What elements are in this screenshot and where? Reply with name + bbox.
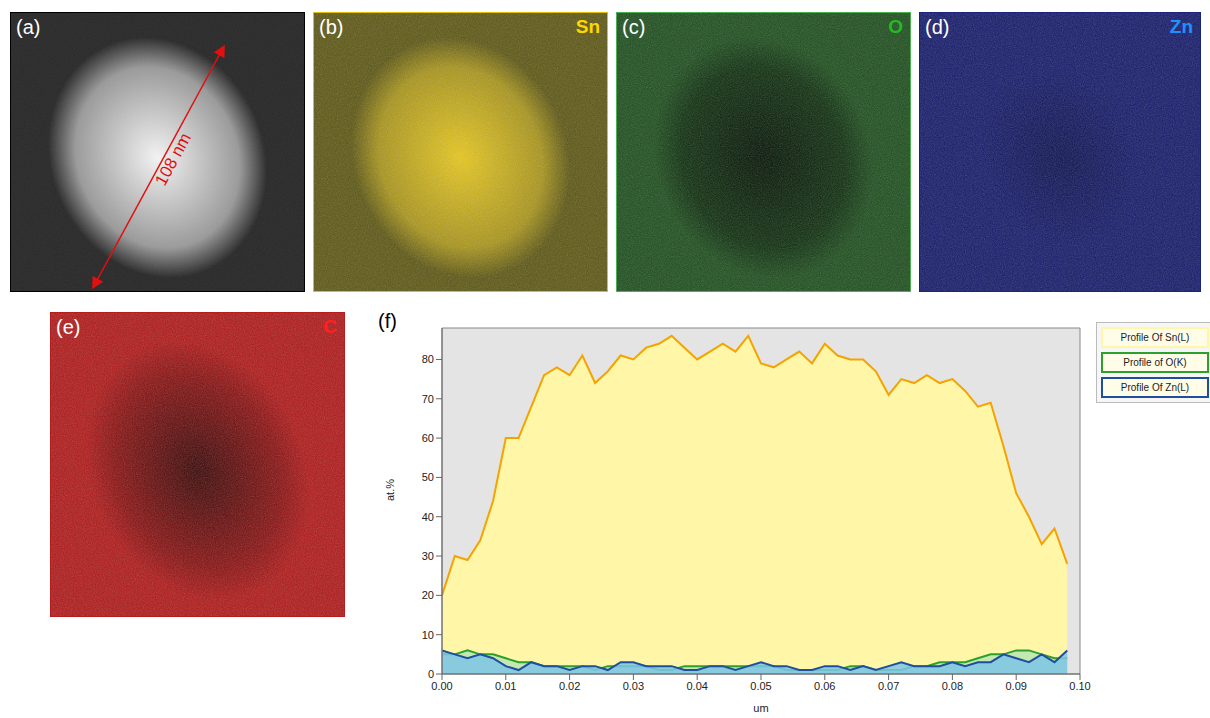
html-text:(d): (d) xyxy=(925,16,950,38)
svg-text:0.01: 0.01 xyxy=(495,680,516,692)
svg-text:0.06: 0.06 xyxy=(814,680,835,692)
html-text:Zn: Zn xyxy=(1169,16,1193,37)
html-text:(a): (a) xyxy=(16,16,41,38)
svg-text:0: 0 xyxy=(428,668,434,680)
svg-text:0.09: 0.09 xyxy=(1005,680,1026,692)
svg-text:um: um xyxy=(753,702,768,714)
svg-text:80: 80 xyxy=(422,353,434,365)
svg-text:40: 40 xyxy=(422,511,434,523)
html-text:Sn: Sn xyxy=(575,16,600,37)
html-text:Profile Of Zn(L): Profile Of Zn(L) xyxy=(1120,382,1190,393)
svg-text:0.02: 0.02 xyxy=(559,680,580,692)
svg-text:0.04: 0.04 xyxy=(686,680,707,692)
svg-text:108 nm: 108 nm xyxy=(151,130,195,189)
svg-text:0.07: 0.07 xyxy=(878,680,899,692)
html-text:Profile of O(K): Profile of O(K) xyxy=(1123,357,1187,368)
svg-text:30: 30 xyxy=(422,550,434,562)
svg-text:0.05: 0.05 xyxy=(750,680,771,692)
svg-text:0.03: 0.03 xyxy=(623,680,644,692)
html-text:(c): (c) xyxy=(622,16,646,38)
html-text:C: C xyxy=(323,316,337,337)
svg-text:at.%: at.% xyxy=(384,479,396,501)
svg-text:0.00: 0.00 xyxy=(431,680,452,692)
html-text:(e): (e) xyxy=(56,316,81,338)
svg-text:20: 20 xyxy=(422,589,434,601)
svg-text:0.10: 0.10 xyxy=(1069,680,1090,692)
html-text:(b): (b) xyxy=(319,16,344,38)
svg-text:0.08: 0.08 xyxy=(942,680,963,692)
svg-text:10: 10 xyxy=(422,629,434,641)
html-text:Profile Of Sn(L): Profile Of Sn(L) xyxy=(1120,332,1190,343)
html-text:O: O xyxy=(888,16,903,37)
svg-text:60: 60 xyxy=(422,432,434,444)
svg-text:50: 50 xyxy=(422,471,434,483)
svg-text:70: 70 xyxy=(422,393,434,405)
html-text:(f): (f) xyxy=(378,310,397,332)
